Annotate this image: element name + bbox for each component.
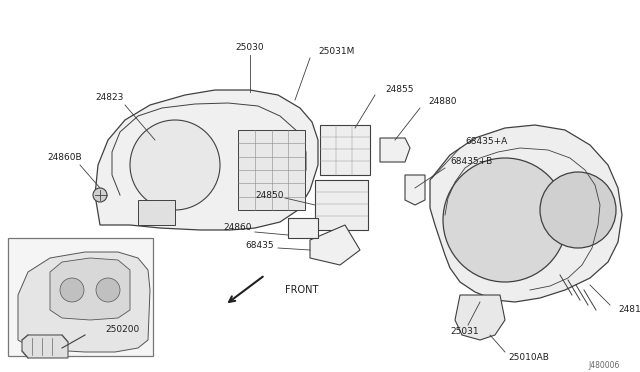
Text: 24850: 24850 bbox=[256, 190, 284, 199]
Text: 68435+A: 68435+A bbox=[465, 138, 508, 147]
Polygon shape bbox=[18, 252, 150, 352]
Text: 24880: 24880 bbox=[428, 97, 456, 106]
Text: 25031M: 25031M bbox=[318, 48, 355, 57]
Text: 24823: 24823 bbox=[96, 93, 124, 103]
Polygon shape bbox=[22, 335, 68, 358]
Circle shape bbox=[443, 158, 567, 282]
Text: 24813: 24813 bbox=[618, 305, 640, 314]
Polygon shape bbox=[50, 258, 130, 320]
Circle shape bbox=[540, 172, 616, 248]
Circle shape bbox=[60, 278, 84, 302]
Circle shape bbox=[93, 188, 107, 202]
Text: 25031: 25031 bbox=[451, 327, 479, 337]
Bar bbox=[8, 238, 153, 356]
Polygon shape bbox=[455, 295, 505, 340]
Text: 24860B: 24860B bbox=[48, 154, 83, 163]
Polygon shape bbox=[138, 200, 175, 225]
Polygon shape bbox=[405, 175, 425, 205]
Polygon shape bbox=[320, 125, 370, 175]
Text: 250200: 250200 bbox=[105, 326, 140, 334]
Text: 25030: 25030 bbox=[236, 44, 264, 52]
Text: 24855: 24855 bbox=[385, 86, 413, 94]
Text: 25010AB: 25010AB bbox=[508, 353, 549, 362]
Polygon shape bbox=[288, 218, 318, 238]
Text: 68435: 68435 bbox=[246, 241, 275, 250]
Text: J480006: J480006 bbox=[589, 360, 620, 369]
Text: 24860: 24860 bbox=[224, 224, 252, 232]
Polygon shape bbox=[310, 225, 360, 265]
Polygon shape bbox=[95, 90, 318, 230]
Text: 68435+B: 68435+B bbox=[450, 157, 492, 167]
Polygon shape bbox=[315, 180, 368, 230]
Polygon shape bbox=[238, 130, 305, 210]
Polygon shape bbox=[380, 138, 410, 162]
Text: FRONT: FRONT bbox=[285, 285, 318, 295]
Polygon shape bbox=[430, 125, 622, 302]
Circle shape bbox=[96, 278, 120, 302]
Circle shape bbox=[130, 120, 220, 210]
